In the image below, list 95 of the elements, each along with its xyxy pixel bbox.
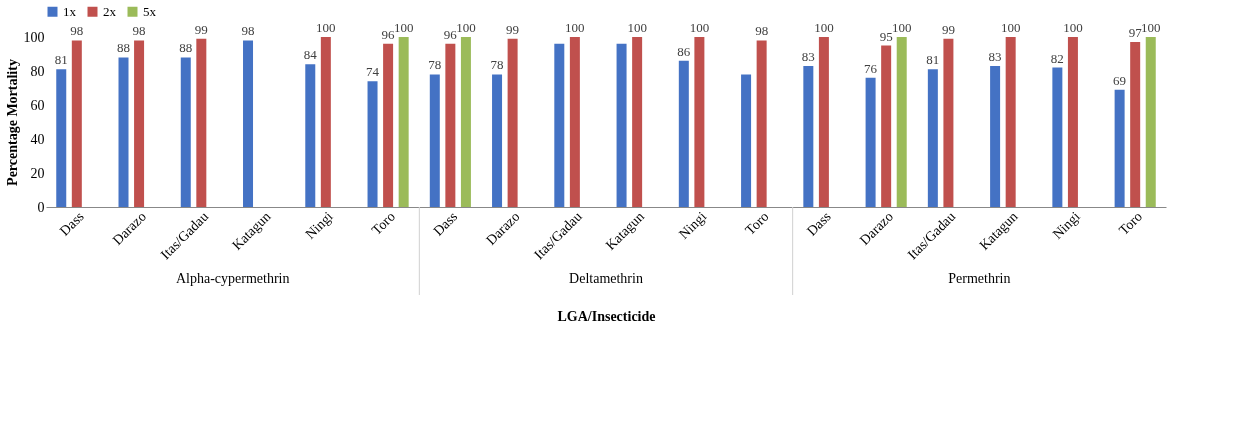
data-label: 82: [1050, 50, 1064, 66]
data-label: 100: [1063, 20, 1083, 35]
bar: [1145, 37, 1156, 207]
text: Deltamethrin: [569, 271, 643, 286]
data-label: 99: [194, 21, 208, 37]
data-label: 100: [814, 20, 834, 35]
data-label: 81: [54, 52, 68, 68]
data-label: 100: [316, 20, 336, 35]
bar: [554, 43, 565, 207]
bar: [134, 40, 145, 207]
text: Alpha-cypermethrin: [175, 271, 290, 286]
bar: [320, 37, 331, 207]
x-tick-label: Dass: [803, 208, 834, 239]
data-label: 83: [988, 48, 1002, 64]
bar: [56, 69, 67, 207]
data-label: 78: [490, 57, 504, 73]
y-axis-title: Percentage Mortality: [4, 59, 20, 186]
bar: [118, 57, 129, 207]
data-label: 100: [456, 20, 476, 35]
bar: [803, 65, 814, 207]
bar: [460, 37, 471, 207]
bar: [990, 65, 1001, 207]
y-tick-label: 0: [37, 199, 45, 215]
data-label: 98: [755, 23, 769, 39]
bar: [367, 81, 378, 207]
bar: [896, 37, 907, 207]
bar: [1052, 67, 1063, 207]
x-tick-label: Toro: [368, 208, 398, 238]
data-label: 78: [428, 57, 442, 73]
bar: [383, 43, 394, 207]
data-label: 100: [1141, 20, 1161, 35]
y-tick-label: 20: [30, 165, 45, 181]
bar: [818, 37, 829, 207]
data-label: 74: [366, 64, 380, 80]
data-label: 86: [677, 43, 691, 59]
x-axis-title: LGA/Insecticide: [557, 309, 656, 325]
data-label: 100: [565, 20, 585, 35]
data-label: 84: [303, 47, 318, 63]
y-tick-label: 100: [23, 29, 45, 45]
data-label: 98: [241, 23, 255, 39]
data-label: 96: [381, 26, 396, 42]
bar: [569, 37, 580, 207]
data-label: 99: [506, 21, 520, 37]
bar: [445, 43, 456, 207]
bar: [1005, 37, 1016, 207]
data-label: 95: [879, 28, 893, 44]
data-label: 100: [627, 20, 647, 35]
data-label: 88: [179, 40, 193, 56]
x-tick-label: Toro: [742, 208, 772, 238]
bar: [865, 77, 876, 207]
bar: [616, 43, 627, 207]
data-label: 100: [1000, 20, 1021, 35]
data-label: 83: [801, 48, 815, 64]
legend-label: 2x: [103, 3, 117, 19]
text: Permethrin: [948, 271, 1011, 286]
legend-label: 5x: [143, 3, 157, 19]
bar: [305, 64, 316, 207]
x-tick-label: Dass: [56, 208, 87, 239]
data-label: 100: [689, 20, 710, 35]
y-tick-label: 80: [30, 63, 45, 79]
data-label: 81: [926, 52, 940, 68]
bar: [492, 74, 503, 207]
bar: [943, 38, 954, 207]
legend-label: 1x: [63, 3, 77, 19]
data-label: 69: [1113, 72, 1127, 88]
x-tick-label: Dass: [430, 208, 461, 239]
bar: [243, 40, 254, 207]
data-label: 88: [117, 40, 131, 56]
bar: [678, 60, 689, 207]
data-label: 100: [393, 20, 414, 35]
data-label: 98: [132, 23, 146, 39]
bar: [1114, 89, 1125, 207]
bar: [756, 40, 767, 207]
bar: [180, 57, 191, 207]
bar: [1067, 37, 1078, 207]
data-label: 98: [70, 23, 84, 39]
data-label: 76: [864, 60, 878, 76]
y-tick-label: 60: [30, 97, 45, 113]
bar: [398, 37, 409, 207]
bar: [71, 40, 82, 207]
y-tick-label: 40: [30, 131, 45, 147]
bar: [632, 37, 643, 207]
data-label: 99: [941, 21, 955, 37]
bar: [694, 37, 705, 207]
data-label: 97: [1128, 25, 1143, 41]
data-label: 100: [891, 20, 912, 35]
bar: [741, 74, 752, 207]
x-tick-label: Toro: [1115, 208, 1146, 238]
bar: [196, 38, 207, 207]
bar: [429, 74, 440, 207]
data-label: 96: [443, 26, 458, 42]
bar: [507, 38, 518, 207]
bar: [881, 45, 892, 207]
bar: [1130, 42, 1141, 207]
bar: [927, 69, 938, 207]
